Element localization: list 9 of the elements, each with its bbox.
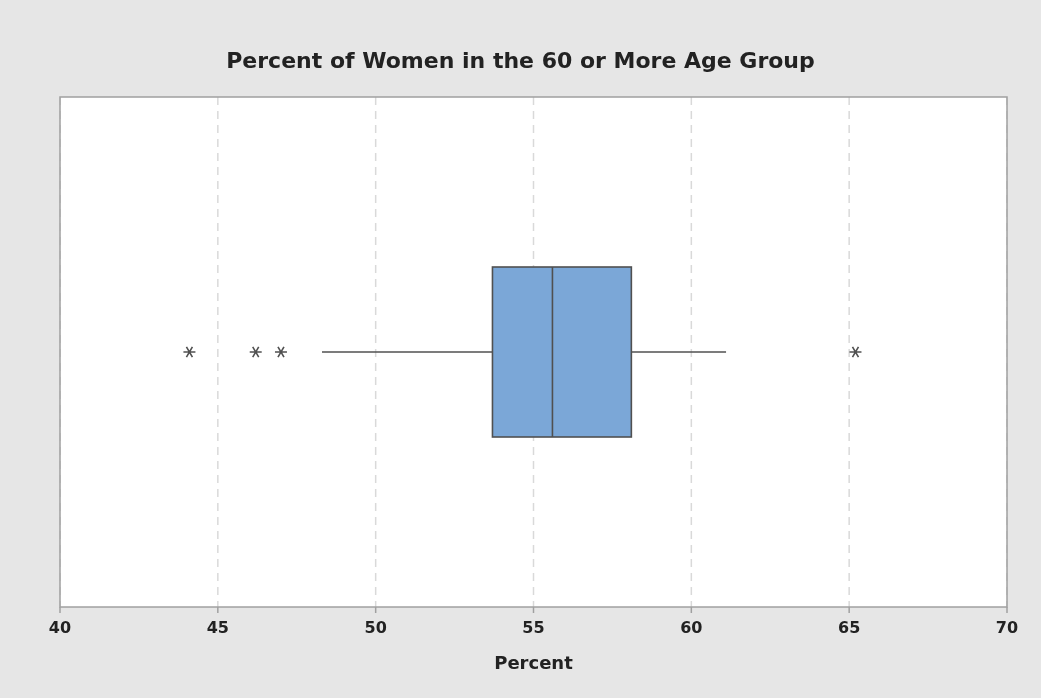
chart-title: Percent of Women in the 60 or More Age Group — [226, 48, 815, 73]
x-tick-label: 65 — [838, 618, 861, 637]
x-axis-title: Percent — [494, 652, 574, 673]
x-tick-label: 45 — [206, 618, 229, 637]
x-tick-label: 70 — [995, 618, 1019, 637]
x-tick-label: 50 — [364, 618, 387, 637]
x-tick-label: 55 — [522, 618, 545, 637]
x-tick-label: 40 — [48, 618, 72, 637]
x-tick-label: 60 — [680, 618, 703, 637]
